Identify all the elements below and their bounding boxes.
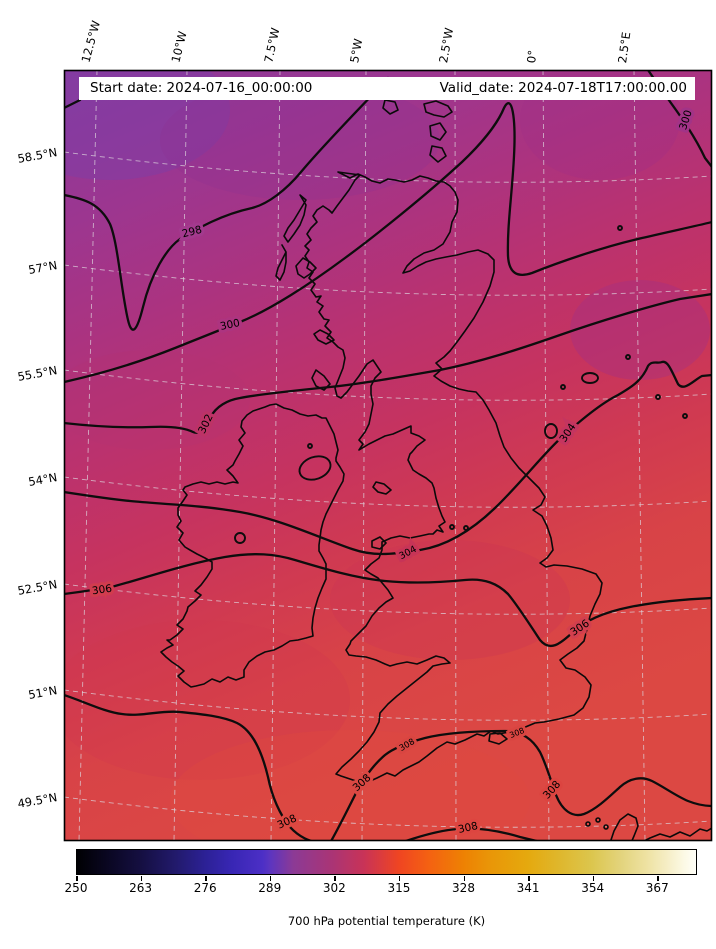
x-tick-label: 0°: [524, 49, 540, 64]
colorbar-tick-label: 302: [322, 881, 346, 895]
colorbar-tick-mark: [205, 876, 207, 881]
contour-304: [65, 360, 711, 556]
contour-302: [65, 292, 711, 434]
colorbar-tick-label: 250: [64, 881, 88, 895]
colorbar-tick-label: 328: [452, 881, 475, 895]
colorbar-tick-mark: [76, 876, 78, 881]
coast-hebrides: [283, 194, 307, 243]
date-annotation-bar: Start date: 2024-07-16_00:00:00 Valid_da…: [79, 77, 695, 100]
contour-306: [65, 553, 711, 648]
coast-isle-of-wight: [488, 732, 508, 745]
coast-skye: [295, 257, 317, 279]
colorbar-tick-mark: [398, 876, 401, 881]
temperature-field: 2983003003023043043063063083083083083083…: [65, 71, 711, 840]
colorbar-tick-label: 341: [516, 881, 540, 895]
colorbar: [76, 849, 697, 875]
coast-mull: [313, 329, 335, 345]
colorbar-tick-label: 289: [258, 881, 282, 895]
colorbar-tick-mark: [334, 876, 336, 881]
colorbar-tick-mark: [269, 876, 272, 881]
coastlines: [160, 99, 711, 840]
coast-isle-of-man: [372, 481, 392, 495]
colorbar-tick-mark: [528, 876, 530, 881]
contour-closed-cells: [234, 225, 688, 544]
colorbar-tick-label: 276: [193, 881, 217, 895]
colorbar-tick-label: 315: [387, 881, 411, 895]
contour-308-mid: [330, 729, 711, 840]
colorbar-tick-mark: [463, 876, 465, 881]
coast-orkney: [382, 99, 453, 163]
coast-ireland: [160, 403, 345, 688]
coast-islay: [311, 369, 331, 391]
valid-date-text: Valid_date: 2024-07-18T17:00:00.00: [439, 80, 687, 96]
start-date-text: Start date: 2024-07-16_00:00:00: [90, 80, 313, 96]
colorbar-label: 700 hPa potential temperature (K): [287, 914, 486, 928]
colorbar-tick-label: 263: [129, 881, 153, 895]
contour-296: [65, 98, 82, 109]
contour-298: [65, 76, 390, 331]
colorbar-tick-mark: [657, 876, 659, 881]
colorbar-tick-label: 367: [645, 881, 669, 895]
colorbar-tick-mark: [140, 876, 143, 881]
contour-308-south: [405, 827, 538, 840]
coast-great-britain: [304, 171, 603, 784]
coast-cotentin: [610, 813, 639, 840]
isotherm-contours: [65, 71, 711, 840]
contour-300: [65, 102, 711, 383]
colorbar-tick-label: 354: [581, 881, 605, 895]
map-frame: [63, 69, 713, 842]
contour-308-west: [65, 694, 312, 840]
field-blotches: [65, 71, 710, 840]
coast-normandy: [644, 827, 711, 840]
colorbar-tick-mark: [592, 876, 595, 881]
coast-anglesey: [371, 536, 387, 550]
